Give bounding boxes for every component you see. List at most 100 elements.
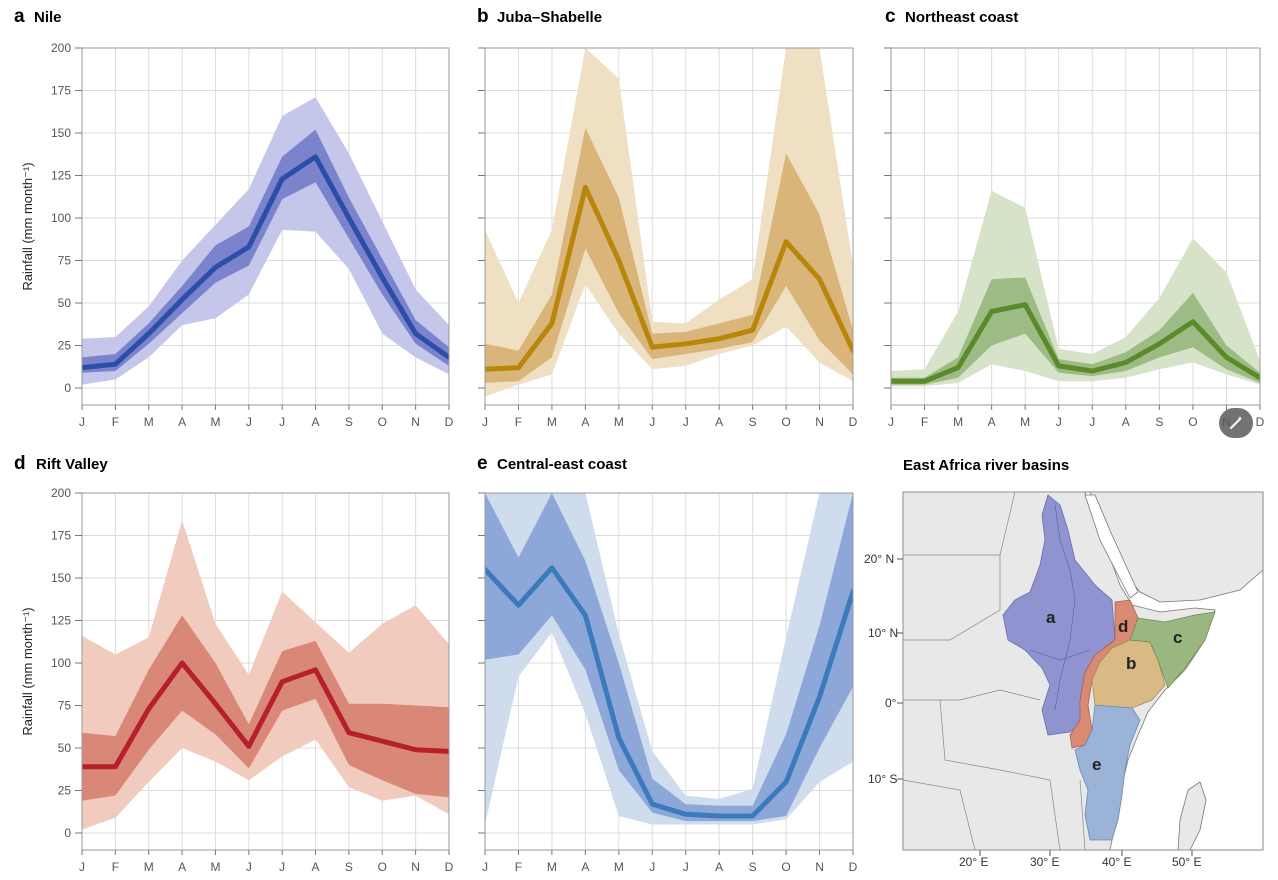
x-tick-label: A [312,415,320,429]
y-axis: 0 25 50 75 100 125 150 175 200 [51,41,82,395]
x-tick-label: M [547,415,557,429]
x-tick-label: J [482,860,488,874]
x-tick-label: D [445,860,454,874]
x-tick-label: D [849,415,858,429]
panel-title: Rift Valley [36,456,108,473]
x-tick-label: F [112,860,119,874]
x-tick-label: J [649,415,655,429]
lon-label: 30° E [1030,855,1059,869]
inner-range-band [485,493,853,822]
lat-label: 20° N [864,552,894,566]
y-tick-label: 50 [58,741,72,755]
land-madagascar [1177,781,1207,850]
panel-title: Juba–Shabelle [497,9,602,26]
panel-header-c: c Northeast coast [885,6,1018,27]
country-borders [903,492,1086,850]
x-tick-label: J [79,860,85,874]
x-tick-label: M [144,415,154,429]
y-tick-label: 125 [51,169,71,183]
x-tick-label: M [210,860,220,874]
x-tick-label: N [815,415,824,429]
x-tick-label: O [781,860,790,874]
x-tick-label: D [445,415,454,429]
y-tick-label: 125 [51,614,71,628]
x-tick-label: M [614,860,624,874]
basin-label-e: e [1092,755,1101,774]
chart-panel-a: J F M A M J J A S O N D 0 25 50 75 100 125 150 175 200 Rainfa… [20,41,454,429]
x-tick-label: A [715,415,723,429]
map-body [903,492,1263,850]
x-tick-label: J [649,860,655,874]
charts-layer: J F M A M J J A S O N D 0 25 50 75 100 125 150 175 200 Rainfa… [20,41,1265,874]
y-axis: 0 25 50 75 100 125 150 175 200 [51,486,82,840]
x-tick-label: J [888,415,894,429]
lat-label: 0° [885,696,897,710]
x-tick-label: D [849,860,858,874]
y-tick-label: 75 [58,254,72,268]
y-axis [884,47,891,389]
x-tick-label: O [781,415,790,429]
x-tick-label: J [1089,415,1095,429]
y-tick-label: 200 [51,41,71,55]
x-tick-label: A [715,860,723,874]
panel-letter: d [14,453,26,474]
x-tick-label: M [614,415,624,429]
x-tick-label: M [953,415,963,429]
panel-letter: b [477,6,489,27]
panel-title: Northeast coast [905,9,1018,26]
series-line [485,565,853,819]
x-tick-label: F [921,415,928,429]
basin-c [1129,611,1216,689]
lon-label: 40° E [1102,855,1131,869]
x-tick-label: O [378,415,387,429]
x-tick-label: S [345,860,353,874]
x-tick-label: N [411,860,420,874]
y-tick-label: 200 [51,486,71,500]
lon-label: 20° E [959,855,988,869]
map-ticks [897,558,1193,856]
lat-label: 10° S [868,772,897,786]
x-tick-label: J [79,415,85,429]
x-tick-label: J [482,415,488,429]
basin-e [1074,704,1141,841]
x-tick-label: A [178,415,186,429]
rivers [1029,504,1091,711]
panel-title: Central-east coast [497,456,627,473]
x-tick-label: A [312,860,320,874]
y-tick-label: 100 [51,211,71,225]
x-tick-label: S [1155,415,1163,429]
map-title: East Africa river basins [903,457,1069,474]
y-tick-label: 0 [64,826,71,840]
plot-frame [484,47,854,406]
magic-wand-icon [1230,416,1243,429]
magic-wand-button[interactable] [1219,408,1253,438]
inner-range-band [82,129,449,373]
lat-label: 10° N [868,626,898,640]
x-tick-label: M [210,415,220,429]
series-line [485,184,853,372]
x-tick-label: A [1122,415,1130,429]
x-tick-label: M [1020,415,1030,429]
y-tick-label: 175 [51,529,71,543]
inner-range-band [82,615,449,801]
x-tick-label: A [988,415,996,429]
inner-range-band [485,127,853,383]
series-line [82,154,449,371]
x-tick-label: S [749,860,757,874]
plot-frame [484,492,854,851]
series-line [891,302,1260,384]
x-tick-label: F [112,415,119,429]
x-tick-label: S [345,415,353,429]
x-tick-label: F [515,415,522,429]
panel-title: Nile [34,9,62,26]
plot-frame [81,492,450,851]
x-tick-label: N [815,860,824,874]
y-axis-label: Rainfall (mm month⁻¹) [20,607,35,735]
x-tick-label: A [581,415,589,429]
x-tick-label: J [279,860,285,874]
